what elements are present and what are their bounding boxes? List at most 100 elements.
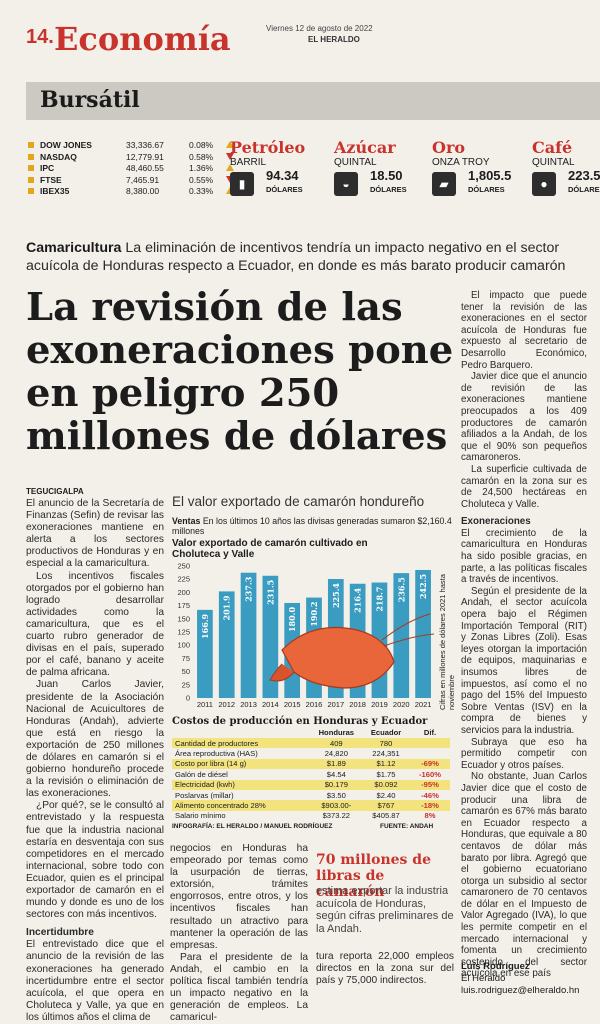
commodity-currency: DÓLARES [266, 185, 303, 194]
table-row: Poslarvas (millar) $3.50 $2.40 -46% [172, 790, 450, 800]
bar [218, 591, 235, 698]
bar-value-label: 201.9 [222, 595, 232, 620]
y-tick-label: 25 [182, 680, 190, 689]
paragraph: El anuncio de la Secretaría de Finanzas … [26, 498, 164, 570]
bullet-icon [28, 176, 34, 183]
page-number: 14. [26, 26, 54, 48]
bar-value-label: 242.5 [418, 574, 428, 599]
stock-name: IBEX35 [40, 186, 70, 196]
x-tick-label: 2012 [218, 700, 235, 709]
paragraph: El crecimiento de la camaricultura en Ho… [461, 527, 587, 586]
column-2: negocios en Honduras ha empeorado por te… [170, 843, 308, 1024]
shrimp-illustration [269, 613, 435, 689]
table-cell: -46% [421, 790, 439, 800]
table-cell: -95% [409, 779, 450, 790]
bar [240, 572, 257, 698]
coffee-icon: ● [532, 172, 556, 196]
table-cell: Área reproductiva (HAS) [175, 749, 258, 759]
bar-value-label: 231.5 [265, 580, 275, 605]
table-row: Área reproductiva (HAS) 24,820 224,351 [172, 748, 450, 758]
stock-row: DOW JONES 33,336.67 0.08% [26, 140, 234, 151]
commodity-unit: ONZA TROY [432, 157, 490, 168]
bar-value-label: 166.9 [200, 613, 210, 638]
paragraph: negocios en Honduras ha empeorado por te… [170, 843, 308, 951]
table-cell: $767 [362, 800, 410, 811]
paragraph: Juan Carlos Javier, presidente de la Aso… [26, 679, 164, 800]
commodity-name: Petróleo [230, 138, 306, 157]
bar [415, 569, 431, 698]
infographic-source: FUENTE: ANDAH [380, 823, 434, 830]
dateline: TEGUCIGALPA [26, 487, 84, 496]
bar-value-label: 190.2 [309, 602, 319, 627]
author-email[interactable]: luis.rodriguez@elheraldo.hn [461, 985, 580, 996]
stock-change: 0.58% [189, 151, 214, 162]
bar-value-label: 225.4 [331, 583, 341, 608]
commodity-price: 94.34 [266, 168, 299, 183]
stock-row: FTSE 7,465.91 0.55% [26, 174, 234, 186]
column-header: Dif. [423, 728, 437, 737]
bar [393, 573, 410, 698]
paragraph: No obstante, Juan Carlos Javier dice que… [461, 771, 587, 980]
table-cell: Cantidad de productores [172, 738, 311, 749]
commodity-currency: DÓLARES [468, 185, 505, 194]
stock-row: NASDAQ 12,779.91 0.58% [26, 151, 234, 163]
deck-text: La eliminación de incentivos tendría un … [26, 240, 566, 274]
arrow-up-icon [226, 164, 234, 171]
pull-quote-title: 70 millones de libras de camarón [316, 852, 432, 900]
column-1: El anuncio de la Secretaría de Finanzas … [26, 498, 164, 1024]
paragraph: Según el presidente de la Andah, el sect… [461, 585, 587, 736]
x-tick-label: 2020 [393, 700, 410, 709]
stock-change: 0.55% [189, 174, 214, 185]
bar-value-label: 236.5 [396, 577, 406, 602]
paragraph: Para el presidente de la Andah, el cambi… [170, 951, 308, 1024]
byline: Luis Rodríguez El Heraldo luis.rodriguez… [461, 961, 579, 997]
table-cell: Galón de diésel [175, 769, 228, 779]
paragraph: Subraya que eso ha permitido competir co… [461, 736, 587, 771]
x-tick-label: 2019 [371, 700, 388, 709]
gold-icon: ▰ [432, 172, 456, 196]
sugar-icon: ◒ [334, 172, 358, 196]
stock-change: 1.36% [189, 163, 214, 173]
table-cell [410, 748, 450, 758]
table-row: Galón de diésel $4.54 $1.75 -160% [172, 769, 450, 779]
x-tick-label: 2018 [349, 700, 366, 709]
table-cell: Alimento concentrado 28% [172, 800, 311, 811]
x-tick-label: 2016 [306, 700, 323, 709]
arrow-down-icon [226, 152, 234, 160]
paragraph: Javier dice que el anuncio de revisión d… [461, 371, 587, 464]
table-cell: Costo por libra (14 g) [172, 758, 311, 770]
table-row: Electricidad (kwh) $0.179 $0.092 -95% [172, 779, 450, 790]
paragraph: Los incentivos fiscales otorgados por el… [26, 570, 164, 679]
stock-row: IBEX35 8,380.00 0.33% [26, 186, 234, 197]
shrimp-body [281, 627, 395, 689]
table-cell: 224,351 [372, 749, 400, 759]
stock-value: 48,460.55 [126, 163, 164, 173]
table-cell: $4.54 [326, 769, 346, 779]
bar-value-label: 237.3 [244, 576, 254, 601]
sales-text: En los últimos 10 años las divisas gener… [172, 516, 452, 536]
infographic-credit: INFOGRAFÍA: EL HERALDO / MANUEL RODRÍGUE… [172, 823, 333, 830]
paragraph: El entrevistado dice que el anuncio de l… [26, 939, 164, 1023]
x-tick-label: 2011 [197, 700, 213, 709]
bar [262, 575, 279, 698]
y-tick-label: 225 [177, 575, 190, 584]
stock-change: 0.33% [189, 186, 214, 196]
table-cell: 24,820 [324, 749, 348, 759]
bursatil-label: Bursátil [40, 87, 140, 113]
column-4: El impacto que puede tener la revisión d… [461, 290, 587, 980]
bar-value-label: 180.0 [287, 607, 297, 632]
author-paper: El Heraldo [461, 973, 506, 984]
issue-date: Viernes 12 de agosto de 2022 [266, 24, 373, 33]
table-cell [409, 738, 450, 749]
chart-title: Valor exportado de camarón cultivado en … [172, 538, 368, 560]
paragraph: tura reporta 22,000 empleos directos en … [316, 951, 454, 987]
commodity-unit: QUINTAL [532, 157, 575, 168]
commodity-currency: DÓLARES [568, 185, 600, 194]
table-cell: $373.22 [322, 811, 351, 821]
bar-value-label: 216.4 [353, 587, 363, 612]
table-cell: $1.89 [310, 758, 363, 770]
y-tick-label: 75 [182, 654, 190, 663]
table-cell: $405.87 [372, 811, 400, 821]
table-cell: Poslarvas (millar) [175, 790, 234, 800]
stock-change: 0.08% [189, 140, 214, 150]
